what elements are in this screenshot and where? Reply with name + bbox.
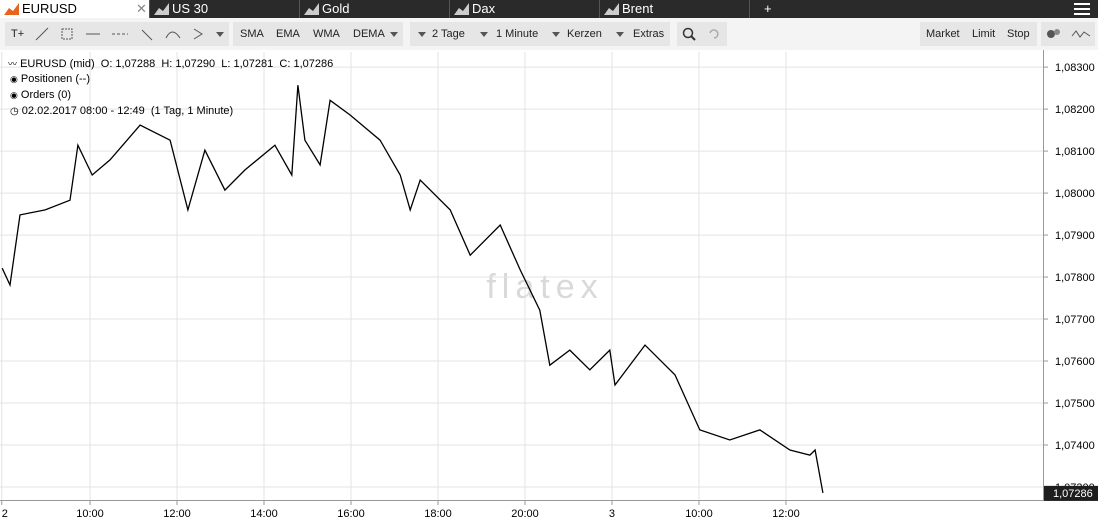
current-price-box	[1044, 485, 1098, 501]
range-row: ◷ 02.02.2017 08:00 - 12:49 (1 Tag, 1 Min…	[10, 105, 234, 117]
y-tick-label: 1,08100	[1055, 146, 1095, 158]
x-tick-label: 3	[609, 508, 615, 520]
tab-icon	[604, 3, 619, 15]
close-icon[interactable]: ✕	[136, 1, 147, 16]
tab-label: US 30	[172, 1, 209, 16]
dropdown-arrows	[390, 32, 624, 37]
tab-icon	[4, 3, 19, 15]
price-line	[1, 85, 824, 494]
zoom-icons[interactable]	[682, 27, 722, 41]
x-tick-label: 14:00	[250, 508, 278, 520]
chart-background	[0, 50, 1098, 528]
open: O: 1,07288	[100, 58, 156, 70]
tab-label: Gold	[322, 1, 350, 16]
y-tick-label: 1,07400	[1055, 440, 1095, 452]
y-tick-label: 1,08300	[1055, 62, 1095, 74]
zoom-group	[677, 22, 727, 46]
indicator-button[interactable]: WMA	[313, 28, 340, 40]
current-price-label: 1,07286	[1053, 488, 1093, 500]
y-tick-label: 1,07600	[1055, 356, 1095, 368]
watermark: flatex	[486, 268, 603, 306]
x-tick-label: 20:00	[511, 508, 539, 520]
tab-label: Dax	[472, 1, 496, 16]
positions: Positionen (--)	[20, 73, 90, 85]
settings-group	[410, 22, 670, 46]
tool-icons	[35, 27, 224, 41]
tab-bar: EURUSD ✕ US 30 Gold Dax Brent +	[0, 0, 1098, 18]
series-info: 〰 EURUSD (mid) O: 1,07288 H: 1,07290 L: …	[8, 57, 333, 70]
x-tick-label: 2	[2, 508, 8, 520]
orders: Orders (0)	[20, 89, 72, 101]
x-tick-label: 12:00	[772, 508, 800, 520]
tab[interactable]: EURUSD ✕	[0, 0, 150, 18]
order-button[interactable]: Stop	[1007, 28, 1030, 40]
menu-icon[interactable]	[1074, 2, 1090, 16]
x-tick-label: 12:00	[163, 508, 191, 520]
y-tick-label: 1,08000	[1055, 188, 1095, 200]
order-button[interactable]: Limit	[972, 28, 996, 40]
tab-icon	[154, 3, 169, 15]
series-name: EURUSD (mid)	[20, 58, 95, 70]
indicator-button[interactable]: DEMA	[353, 28, 385, 40]
series-icon: 〰	[8, 59, 18, 69]
tab[interactable]: Dax	[450, 0, 600, 18]
tab-icon	[304, 3, 319, 15]
period-select[interactable]: 2 Tage	[432, 28, 465, 40]
y-tick-label: 1,07800	[1055, 272, 1095, 284]
new-tab[interactable]: +	[764, 1, 772, 16]
order-group	[920, 22, 1037, 46]
positions-row[interactable]: ◉ Positionen (--)	[10, 73, 90, 85]
y-tick-label: 1,08200	[1055, 104, 1095, 116]
interval-select[interactable]: 1 Minute	[496, 28, 539, 40]
indicator-button[interactable]: SMA	[240, 28, 264, 40]
tab[interactable]: Brent	[600, 0, 750, 18]
extras-select[interactable]: Extras	[633, 28, 665, 40]
high: H: 1,07290	[161, 58, 216, 70]
tab-icon	[454, 3, 469, 15]
low: L: 1,07281	[221, 58, 274, 70]
close: C: 1,07286	[279, 58, 334, 70]
y-tick-label: 1,07500	[1055, 398, 1095, 410]
indicator-group	[233, 22, 403, 46]
x-tick-label: 10:00	[685, 508, 713, 520]
toolbar: T+ SMA EMA WMA DEMA 2 Tage 1 Minute Kerz…	[0, 18, 1098, 51]
tab[interactable]: US 30	[150, 0, 300, 18]
order-button[interactable]: Market	[926, 28, 960, 40]
x-tick-label: 18:00	[424, 508, 452, 520]
resolution: (1 Tag, 1 Minute)	[150, 105, 234, 117]
orders-row[interactable]: ◉ Orders (0)	[10, 89, 72, 101]
range: 02.02.2017 08:00 - 12:49	[21, 105, 145, 117]
tab-label: EURUSD	[22, 1, 77, 16]
chart: flatex 1,08300 1,08200 1,08100 1,08000 1,0790…	[0, 50, 1098, 528]
y-tick-label: 1,07900	[1055, 230, 1095, 242]
chart-icons[interactable]	[1046, 28, 1092, 40]
x-tick-label: 16:00	[337, 508, 365, 520]
style-select[interactable]: Kerzen	[567, 28, 602, 40]
y-tick-label: 1,07700	[1055, 314, 1095, 326]
x-tick-label: 10:00	[76, 508, 104, 520]
text-tool[interactable]: T+	[11, 28, 25, 40]
tab-label: Brent	[622, 1, 654, 16]
tab[interactable]: Gold	[300, 0, 450, 18]
indicator-button[interactable]: EMA	[276, 28, 300, 40]
